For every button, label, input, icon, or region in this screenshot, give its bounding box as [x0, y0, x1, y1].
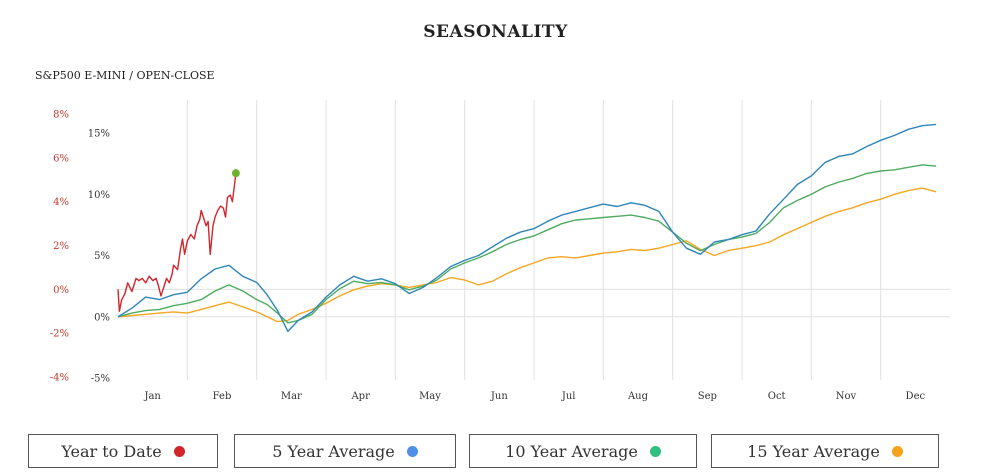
- series-line-15-year-average: [117, 187, 937, 323]
- legend-label: 5 Year Average: [272, 441, 395, 461]
- month-tick-label: Oct: [768, 391, 786, 402]
- legend-dot-icon: [891, 445, 903, 457]
- right-tick-label: 15%: [88, 129, 110, 140]
- left-tick-label: -2%: [50, 329, 69, 340]
- legend-label: 15 Year Average: [747, 441, 880, 461]
- month-tick-label: Nov: [836, 391, 857, 402]
- left-axis: 8% 6% 4% 2% 0% -2% -4%: [50, 110, 69, 384]
- month-tick-label: Dec: [906, 391, 926, 402]
- left-tick-label: 0%: [53, 285, 69, 296]
- legend-15-year-average-button[interactable]: 15 Year Average: [711, 434, 939, 468]
- year-to-date-end-marker: [231, 169, 240, 178]
- right-tick-label: 10%: [88, 190, 110, 201]
- right-axis: 15% 10% 5% 0% -5%: [88, 129, 110, 385]
- right-tick-label: -5%: [91, 374, 110, 385]
- month-tick-label: Jul: [561, 391, 576, 402]
- left-tick-label: 8%: [53, 110, 69, 121]
- left-tick-label: -4%: [50, 373, 69, 384]
- month-tick-label: Aug: [627, 391, 649, 402]
- seasonality-chart: 8% 6% 4% 2% 0% -2% -4% 15% 10% 5% 0% -5% Jan Feb Mar…: [50, 100, 950, 402]
- month-tick-label: Feb: [213, 391, 232, 402]
- legend-dot-icon: [173, 445, 185, 457]
- series-line-year-to-date: [117, 173, 237, 312]
- month-tick-label: Sep: [698, 391, 717, 402]
- left-tick-label: 6%: [53, 153, 69, 164]
- month-tick-label: Jan: [143, 391, 161, 402]
- legend-label: Year to Date: [61, 441, 162, 461]
- x-axis: Jan Feb Mar Apr May Jun Jul Aug Sep Oct Nov Dec: [143, 391, 925, 402]
- legend-dot-icon: [406, 445, 418, 457]
- grid-layer: [118, 100, 950, 380]
- series-line-10-year-average: [117, 164, 937, 324]
- series-layer: [117, 123, 937, 333]
- chart-subtitle: S&P500 E-MINI / OPEN-CLOSE: [35, 69, 215, 82]
- month-tick-label: Apr: [350, 391, 370, 402]
- right-tick-label: 5%: [94, 251, 110, 262]
- month-tick-label: May: [419, 391, 441, 402]
- legend-5-year-average-button[interactable]: 5 Year Average: [234, 434, 456, 468]
- chart-title: SEASONALITY: [423, 22, 568, 42]
- left-tick-label: 4%: [53, 197, 69, 208]
- legend-label: 10 Year Average: [505, 441, 638, 461]
- left-tick-label: 2%: [53, 241, 69, 252]
- month-tick-label: Mar: [281, 391, 302, 402]
- right-tick-label: 0%: [94, 312, 110, 323]
- month-tick-label: Jun: [490, 391, 508, 402]
- legend-dot-icon: [649, 445, 661, 457]
- series-line-5-year-average: [117, 123, 937, 333]
- legend-year-to-date-button[interactable]: Year to Date: [28, 434, 218, 468]
- legend-10-year-average-button[interactable]: 10 Year Average: [469, 434, 697, 468]
